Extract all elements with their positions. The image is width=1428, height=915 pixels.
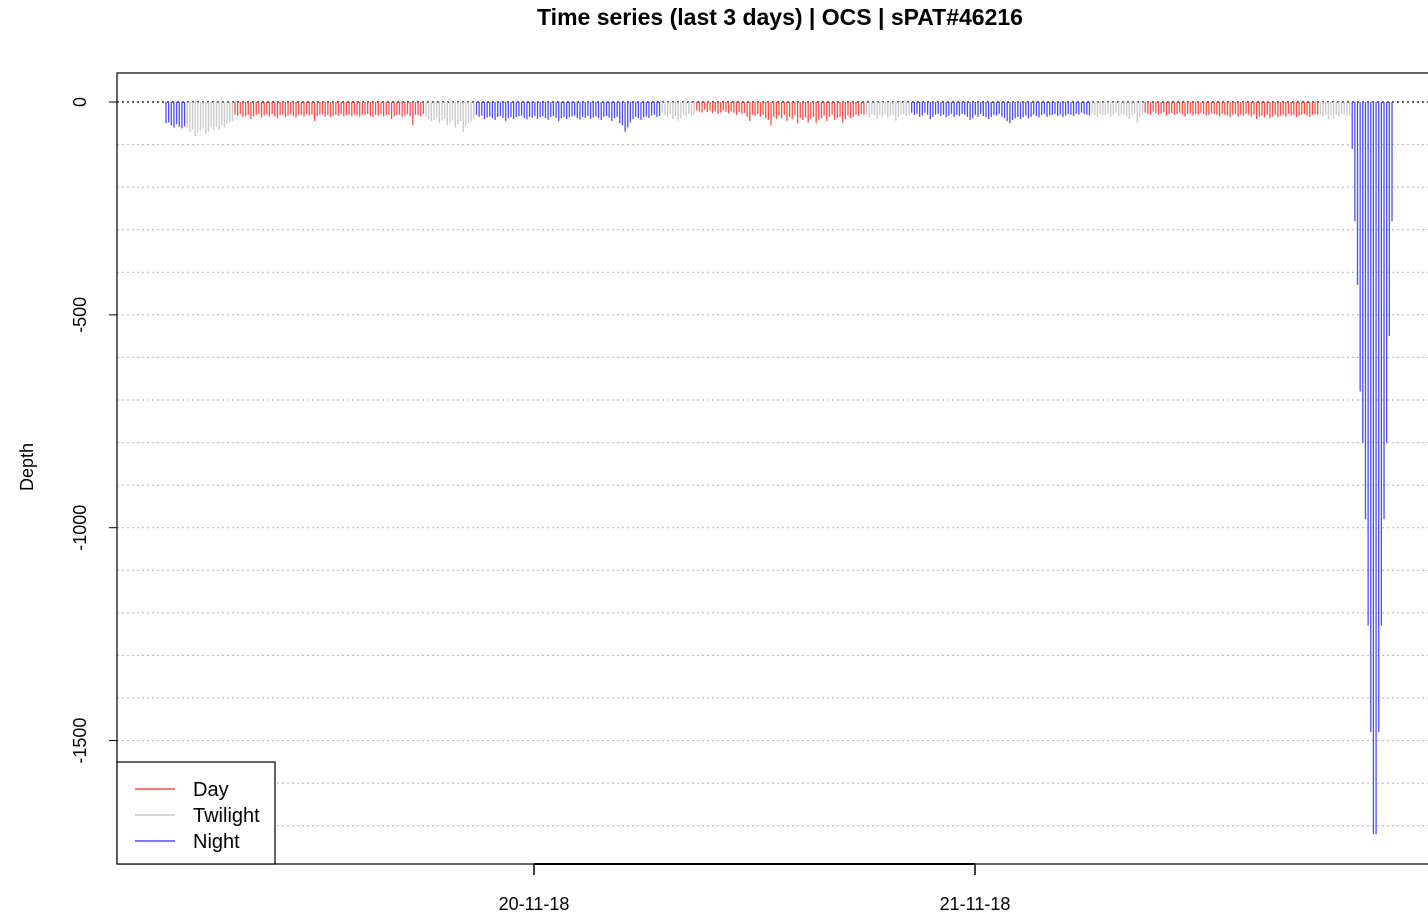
- y-axis: 0 -500 -1000 -1500: [70, 97, 117, 764]
- x-tick-label: 20-11-18: [499, 894, 570, 914]
- legend-box: [116, 761, 276, 865]
- y-tick-label: -500: [70, 297, 90, 333]
- legend-label: Twilight: [193, 805, 260, 827]
- plot-frame: [116, 72, 1428, 865]
- legend: Day Twilight Night: [116, 761, 276, 865]
- y-tick-label: -1000: [70, 505, 90, 551]
- x-tick-label: 21-11-18: [940, 894, 1011, 914]
- legend-label: Day: [193, 779, 229, 801]
- y-tick-label: 0: [70, 97, 90, 107]
- legend-label: Night: [193, 831, 240, 853]
- chart-title: Time series (last 3 days) | OCS | sPAT#4…: [537, 4, 1023, 30]
- y-tick-label: -1500: [70, 718, 90, 764]
- x-axis: 20-11-18 21-11-18: [499, 863, 1011, 914]
- grid-lines: [117, 144, 1428, 827]
- depth-bars: [165, 102, 1393, 835]
